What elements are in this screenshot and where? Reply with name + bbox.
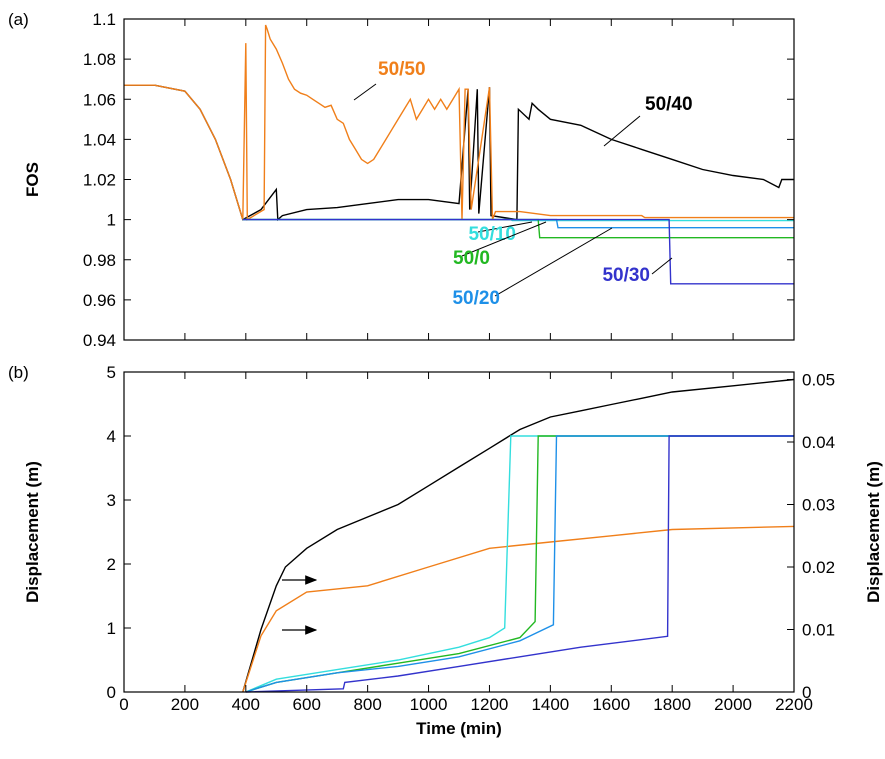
x-tick-label: 2200: [775, 695, 813, 714]
x-tick-label: 200: [171, 695, 199, 714]
y-tick-label: 1.1: [92, 10, 116, 29]
series-line: [124, 84, 794, 222]
y-tick-label: 1.06: [83, 90, 116, 109]
y-tick-label: 2: [107, 555, 116, 574]
x-tick-label: 600: [293, 695, 321, 714]
leader-line: [494, 227, 613, 297]
x-tick-label: 800: [353, 695, 381, 714]
y-tick-label: 4: [107, 427, 116, 446]
series-label: 50/30: [602, 265, 650, 286]
series-line: [245, 435, 794, 693]
x-tick-label: 1000: [410, 695, 448, 714]
leader-line: [461, 221, 547, 257]
x-tick-label: 1800: [653, 695, 691, 714]
series-line: [245, 435, 794, 693]
y-tick-label: 0.94: [83, 331, 116, 350]
leader-line: [477, 221, 533, 233]
series-line: [242, 378, 795, 693]
y2-tick-label: 0.03: [802, 496, 835, 515]
x-axis-label: Time (min): [416, 719, 502, 738]
x-tick-label: 1600: [592, 695, 630, 714]
y-tick-label: 1.04: [83, 130, 116, 149]
x-tick-label: 2000: [714, 695, 752, 714]
leader-line: [603, 115, 641, 147]
x-tick-label: 1200: [471, 695, 509, 714]
series-label: 50/40: [645, 94, 693, 115]
y-axis-label: Displacement (m): [23, 461, 42, 603]
series-label: 50/10: [468, 224, 516, 245]
series-label: 50/0: [453, 248, 490, 269]
y-tick-label: 5: [107, 363, 116, 382]
y-tick-label: 0: [107, 683, 116, 702]
series-line: [242, 218, 794, 285]
y-tick-label: 1.08: [83, 50, 116, 69]
series-line: [242, 218, 794, 239]
series-label: 50/50: [378, 59, 426, 80]
series-line: [124, 24, 794, 221]
y2-tick-label: 0.05: [802, 371, 835, 390]
leader-line: [651, 257, 673, 275]
series-line: [242, 525, 795, 693]
y2-tick-label: 0.02: [802, 558, 835, 577]
y-tick-label: 0.96: [83, 291, 116, 310]
y2-axis-label: Displacement (m): [864, 461, 883, 603]
y2-tick-label: 0: [802, 683, 811, 702]
plot-frame: [123, 371, 795, 693]
y-tick-label: 0.98: [83, 251, 116, 270]
series-line: [245, 435, 794, 693]
series-line: [245, 435, 794, 693]
x-tick-label: 0: [119, 695, 128, 714]
panel-label: (b): [8, 363, 29, 382]
y-tick-label: 1: [107, 619, 116, 638]
series-label: 50/20: [452, 288, 500, 309]
leader-line: [353, 83, 377, 101]
panel-label: (a): [8, 10, 29, 29]
x-tick-label: 1400: [531, 695, 569, 714]
y-tick-label: 1.02: [83, 171, 116, 190]
y-tick-label: 3: [107, 491, 116, 510]
y2-tick-label: 0.01: [802, 621, 835, 640]
x-tick-label: 400: [232, 695, 260, 714]
y-tick-label: 1: [107, 211, 116, 230]
y2-tick-label: 0.04: [802, 433, 835, 452]
y-axis-label: FOS: [23, 162, 42, 197]
